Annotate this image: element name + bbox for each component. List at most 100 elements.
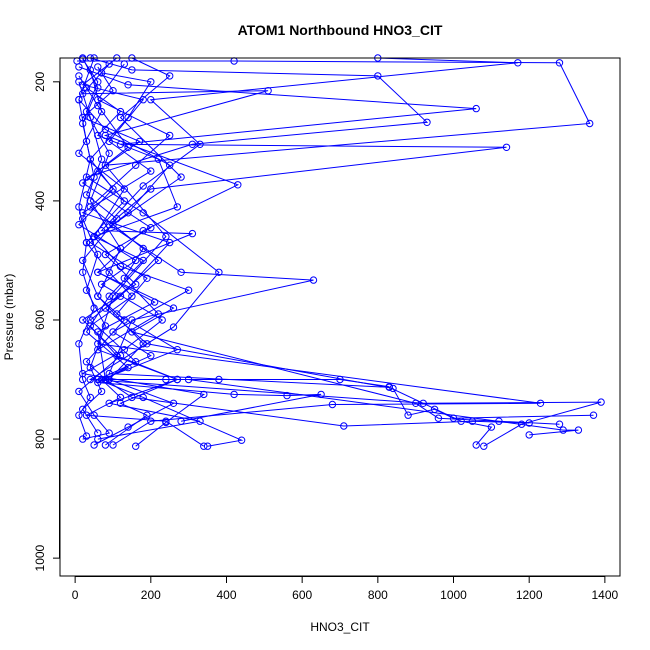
data-point [75,96,83,104]
data-point [169,304,178,312]
data-point [559,426,567,434]
x-tick-label: 800 [368,588,388,602]
data-point [105,137,113,146]
series-line-3 [85,57,602,447]
data-point [166,131,174,140]
data-point [317,390,325,399]
data-point [82,238,91,247]
data-point [86,363,95,372]
data-point [105,429,113,437]
data-point [147,185,155,193]
data-point [120,197,129,205]
data-point [86,393,95,402]
data-point [525,431,533,439]
data-point [109,87,117,95]
data-point [105,149,113,158]
data-point [82,191,91,199]
data-point [105,292,113,300]
data-point [94,429,102,437]
data-point [472,441,480,449]
data-point [97,155,106,163]
data-point [336,375,344,384]
data-point [472,104,480,113]
y-tick-label: 400 [33,191,47,211]
data-point [79,179,87,187]
data-point [162,417,170,425]
series-line-16 [78,69,322,422]
data-point [230,390,238,399]
data-point [166,238,174,247]
data-point [75,387,83,396]
data-point [597,398,605,406]
data-point [116,113,125,122]
y-axis: 200 400 600 800 1000 [33,71,60,571]
data-point [94,250,102,259]
data-point [94,292,102,300]
x-tick-label: 1200 [516,588,543,602]
series-line-13 [96,57,560,425]
data-point [135,137,144,146]
data-point [109,441,117,449]
data-point [101,441,110,449]
series-line-17 [78,81,530,427]
data-point [105,60,113,68]
data-point [101,125,110,134]
data-point [113,310,121,318]
data-point [79,268,87,276]
series-line-12 [78,99,106,434]
x-tick-label: 1400 [592,588,619,602]
data-point [139,256,147,265]
data-point [86,66,95,74]
data-point [177,173,185,181]
y-tick-label: 1000 [33,544,47,571]
data-point [468,417,477,425]
data-point [132,161,140,169]
data-point [200,390,208,399]
data-point [143,411,151,419]
data-point [502,143,511,152]
y-tick-label: 600 [33,310,47,330]
data-point [132,442,140,450]
data-point [147,417,155,425]
data-point [574,426,583,434]
data-point [340,422,348,430]
data-point [94,378,102,387]
data-point [139,244,147,253]
data-point [82,328,91,336]
data-point [374,72,382,80]
data-point [79,256,87,265]
data-point [283,391,291,400]
data-point [82,432,91,440]
data-point [86,113,95,122]
data-point [404,411,412,419]
data-point [154,155,163,163]
data-point [143,340,151,348]
data-point [94,346,102,354]
series-line-14 [104,57,594,419]
data-point [97,387,106,396]
data-point [328,400,337,409]
data-point [75,72,83,80]
data-point [128,292,136,300]
data-point [480,442,488,450]
data-point [196,140,204,149]
data-point [124,423,132,431]
data-point [120,316,129,324]
data-point [169,323,178,331]
data-point [203,442,212,450]
x-axis-label: HNO3_CIT [310,620,370,634]
series-line-15 [81,57,390,388]
data-point [139,96,147,104]
data-point [237,436,246,444]
data-point [79,209,87,217]
data-point [101,322,110,330]
data-point [389,384,397,393]
data-point [412,399,420,407]
data-point [158,316,166,324]
data-point [120,274,129,282]
data-point [449,414,458,422]
series-line-11 [78,57,99,437]
data-point [94,131,102,140]
data-point [86,203,95,211]
data-point [385,383,393,391]
